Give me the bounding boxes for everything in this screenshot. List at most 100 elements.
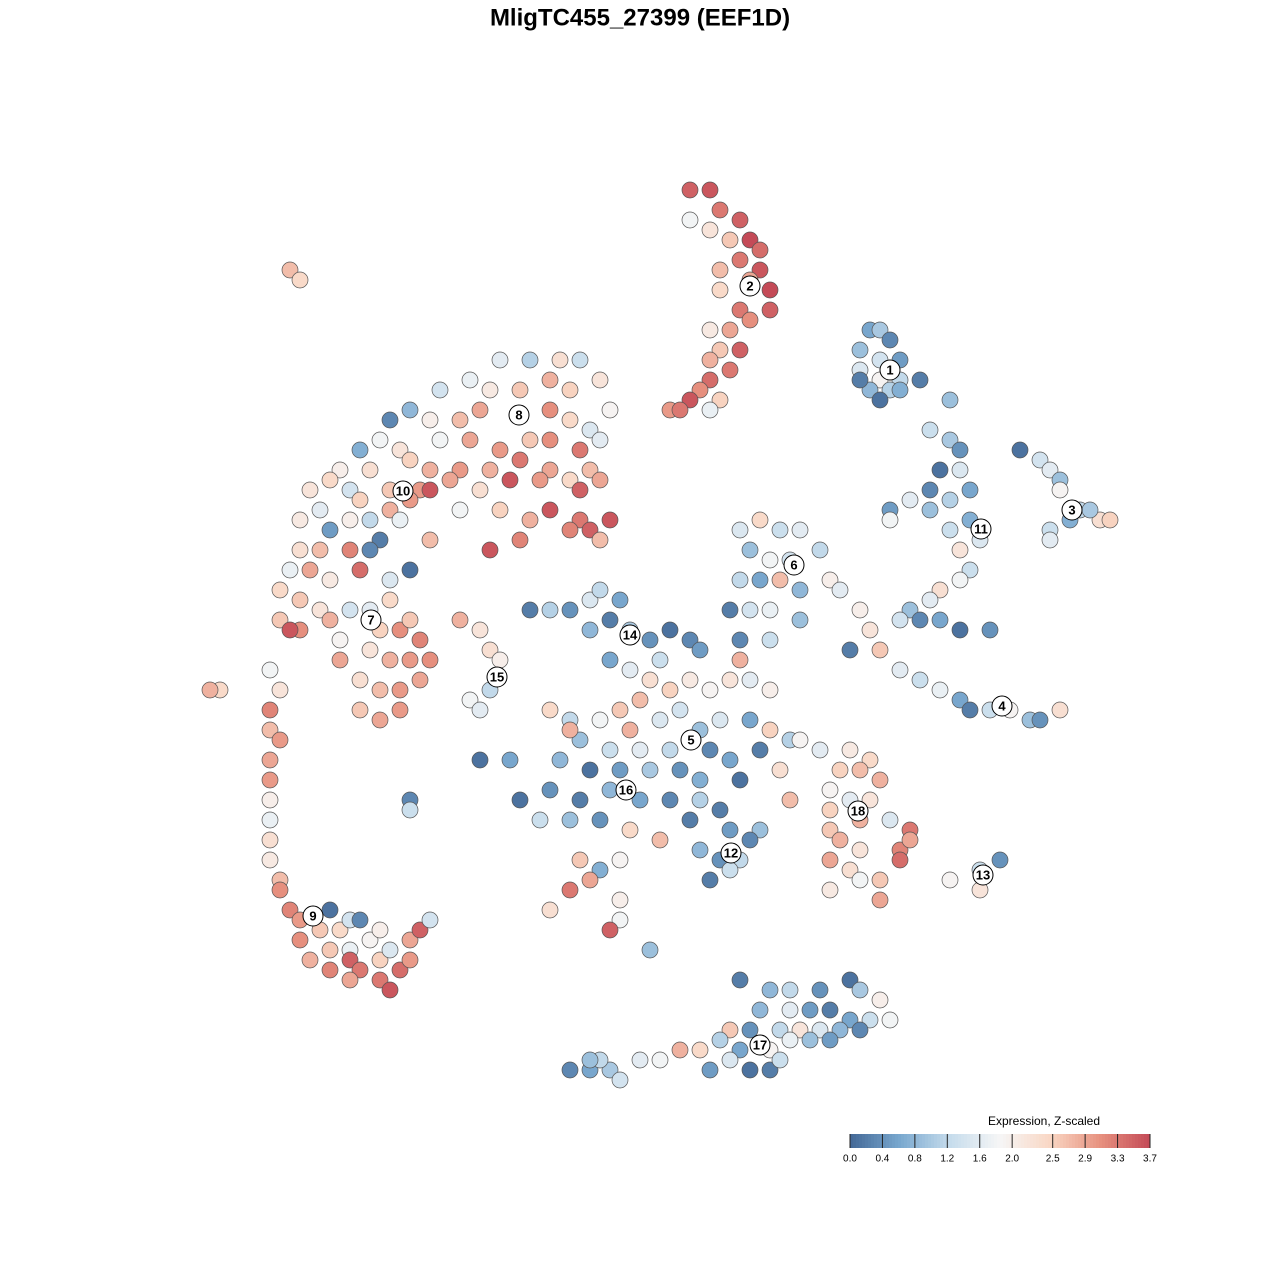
- colorbar-segment: [1111, 1134, 1115, 1148]
- point: [311, 501, 329, 519]
- colorbar-segment: [1090, 1134, 1094, 1148]
- cluster-label-bg: [991, 695, 1013, 717]
- point: [911, 671, 929, 689]
- point: [681, 181, 699, 199]
- colorbar-segment: [985, 1134, 989, 1148]
- point: [401, 611, 419, 629]
- point: [291, 271, 309, 289]
- colorbar-segment: [874, 1134, 878, 1148]
- colorbar: 0.0 0.4 0.8 1.2 1.6 2.0 2.5 2.9 3.3 3.7: [843, 1134, 1157, 1165]
- colorbar-segment: [961, 1134, 965, 1148]
- point: [881, 331, 899, 349]
- point: [961, 701, 979, 719]
- point: [881, 811, 899, 829]
- point: [1031, 451, 1049, 469]
- point: [561, 411, 579, 429]
- colorbar-segment: [895, 1134, 899, 1148]
- point: [851, 1021, 869, 1039]
- point: [721, 321, 739, 339]
- point: [321, 961, 339, 979]
- colorbar-segment: [952, 1134, 956, 1148]
- point: [861, 621, 879, 639]
- colorbar-segment: [1018, 1134, 1022, 1148]
- point: [751, 511, 769, 529]
- point: [361, 511, 379, 529]
- point: [641, 761, 659, 779]
- point: [631, 691, 649, 709]
- point: [401, 451, 419, 469]
- point: [581, 621, 599, 639]
- point: [661, 621, 679, 639]
- point: [871, 871, 889, 889]
- point: [741, 1061, 759, 1079]
- point: [541, 501, 559, 519]
- colorbar-segment: [919, 1134, 923, 1148]
- point: [871, 891, 889, 909]
- point: [671, 761, 689, 779]
- point: [501, 751, 519, 769]
- colorbar-segment: [1147, 1134, 1151, 1148]
- point: [921, 501, 939, 519]
- point: [631, 1051, 649, 1069]
- colorbar-segment: [1027, 1134, 1031, 1148]
- point: [331, 921, 349, 939]
- point: [851, 601, 869, 619]
- point: [1031, 711, 1049, 729]
- colorbar-segment: [1132, 1134, 1136, 1148]
- point: [891, 381, 909, 399]
- point: [761, 551, 779, 569]
- point: [821, 1031, 839, 1049]
- point: [471, 701, 489, 719]
- point: [811, 981, 829, 999]
- point: [341, 951, 359, 969]
- point: [561, 811, 579, 829]
- point: [331, 631, 349, 649]
- point: [611, 701, 629, 719]
- point: [781, 1001, 799, 1019]
- point: [821, 881, 839, 899]
- cluster-label: 9: [309, 908, 316, 923]
- colorbar-segment: [1114, 1134, 1118, 1148]
- point: [701, 371, 719, 389]
- point: [591, 711, 609, 729]
- point: [491, 651, 509, 669]
- colorbar-segment: [925, 1134, 929, 1148]
- cluster-label: 14: [623, 627, 638, 642]
- colorbar-segment: [1135, 1134, 1139, 1148]
- point: [641, 671, 659, 689]
- point: [691, 841, 709, 859]
- point: [721, 361, 739, 379]
- point: [791, 1021, 809, 1039]
- colorbar-segment: [1054, 1134, 1058, 1148]
- cluster-label-bg: [847, 800, 869, 822]
- point: [341, 481, 359, 499]
- point: [481, 461, 499, 479]
- point: [331, 461, 349, 479]
- point: [401, 651, 419, 669]
- cluster-label: 1: [886, 362, 893, 377]
- point: [321, 521, 339, 539]
- colorbar-segment: [889, 1134, 893, 1148]
- point: [201, 681, 219, 699]
- point: [741, 1021, 759, 1039]
- point: [751, 1001, 769, 1019]
- point: [611, 851, 629, 869]
- point: [261, 701, 279, 719]
- point: [821, 801, 839, 819]
- point: [701, 351, 719, 369]
- colorbar-segment: [1138, 1134, 1142, 1148]
- point: [871, 771, 889, 789]
- colorbar-segment: [1060, 1134, 1064, 1148]
- point: [391, 681, 409, 699]
- point: [711, 1031, 729, 1049]
- colorbar-segment: [865, 1134, 869, 1148]
- point: [761, 281, 779, 299]
- point: [1011, 441, 1029, 459]
- point: [521, 431, 539, 449]
- cluster-label-bg: [739, 275, 761, 297]
- colorbar-segment: [916, 1134, 920, 1148]
- cluster-label-bg: [392, 480, 414, 502]
- point: [601, 921, 619, 939]
- point: [271, 881, 289, 899]
- cluster-label: 5: [687, 732, 694, 747]
